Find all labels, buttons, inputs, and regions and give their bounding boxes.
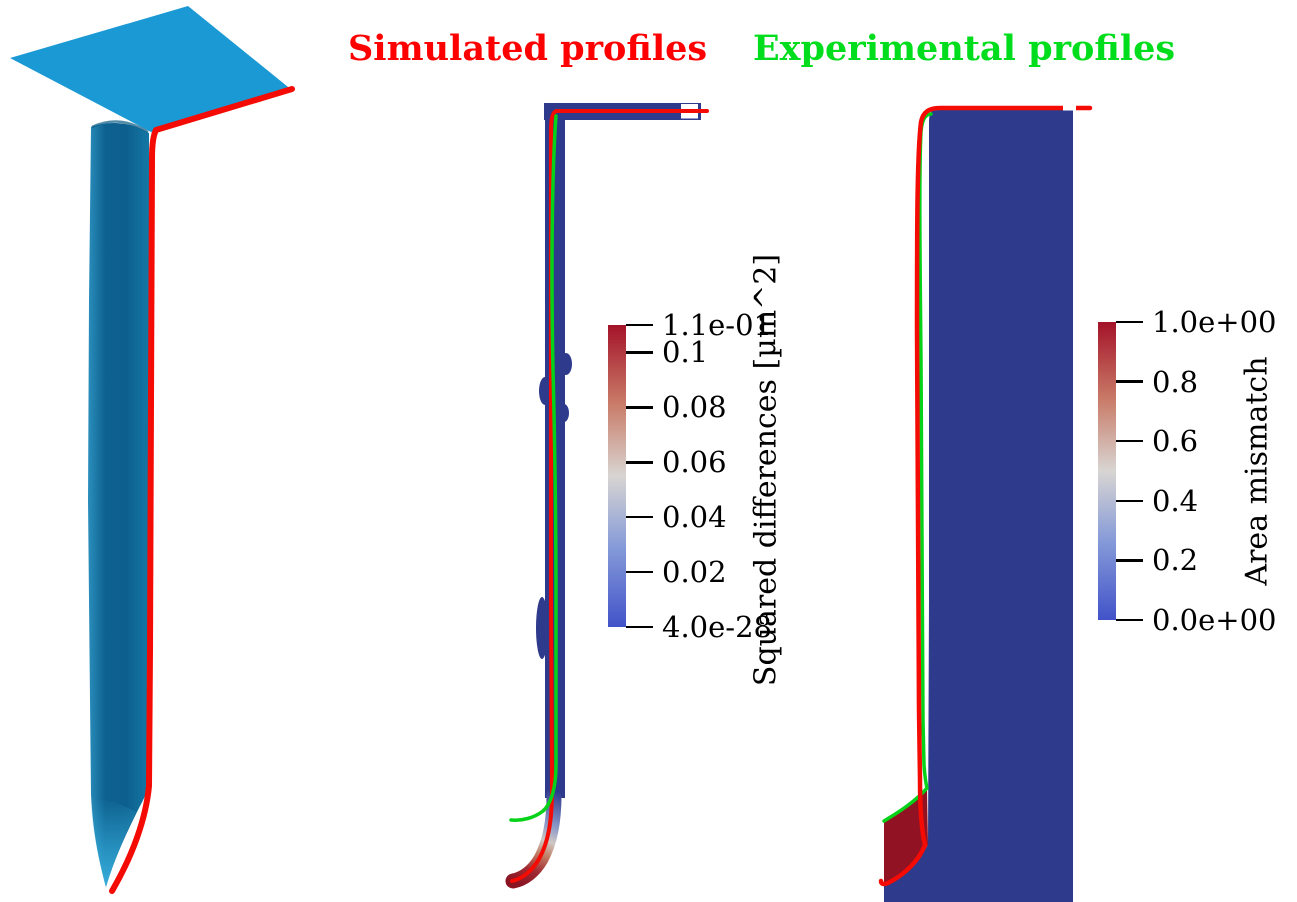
trench-pillar-tip	[90, 798, 136, 887]
colorbar-gradient	[608, 325, 626, 627]
colorbar-tick: 0.04	[626, 500, 727, 534]
colorbar-tick: 0.6	[1116, 424, 1198, 458]
tick-label: 0.08	[662, 390, 727, 425]
colorbar-tick: 1.0e+00	[1116, 305, 1276, 339]
colorbar-area-mismatch: 1.0e+00 0.8 0.6 0.4 0.2 0.0e+00	[1098, 305, 1276, 637]
colorbar-title-squared-differences: Squared differences [µm^2]	[748, 253, 784, 687]
colorbar-gradient	[1098, 322, 1116, 620]
sim-band-gap-upper	[681, 104, 698, 109]
colorbar-tick: 4.0e-28	[626, 610, 772, 644]
colorbar-title-area-mismatch: Area mismatch	[1239, 356, 1275, 586]
sim-band-bump	[539, 377, 551, 405]
sim-band-bump	[536, 597, 548, 659]
colorbar-tick: 0.08	[626, 390, 727, 424]
exp-red-profile-line	[878, 105, 1093, 887]
colorbar-tick-container: 1.0e+00 0.8 0.6 0.4 0.2 0.0e+00	[1116, 305, 1276, 637]
tick-mark	[626, 406, 653, 409]
tick-mark	[626, 323, 653, 327]
tick-mark	[1116, 380, 1143, 383]
colorbar-squared-differences: 1.1e-01 0.1 0.08 0.06 0.04 0.02 4.0e-28	[608, 308, 772, 644]
colorbar-tick: 0.0e+00	[1116, 603, 1276, 637]
tick-mark	[1116, 499, 1143, 503]
tick-mark	[626, 461, 653, 464]
colorbar-tick: 0.02	[626, 555, 727, 589]
colorbar-tick: 0.8	[1116, 365, 1198, 399]
title-experimental-profiles: Experimental profiles	[753, 28, 1176, 69]
tick-mark	[1116, 559, 1143, 562]
tick-label: 4.0e-28	[662, 610, 772, 644]
tick-label: 0.8	[1152, 364, 1199, 399]
tick-label: 0.1	[662, 335, 709, 370]
figure-experimental-profiles	[878, 104, 1093, 902]
tick-mark	[1116, 439, 1143, 443]
tick-label: 0.4	[1152, 483, 1199, 518]
sim-band-gap-lower	[681, 113, 698, 119]
tick-mark	[626, 351, 653, 354]
tick-label: 0.0e+00	[1152, 603, 1277, 637]
exp-mismatch-region	[884, 788, 928, 885]
tick-label: 1.0e+00	[1152, 305, 1277, 339]
tick-mark	[626, 570, 653, 574]
colorbar-tick-container: 1.1e-01 0.1 0.08 0.06 0.04 0.02 4.0e-28	[626, 308, 772, 644]
tick-mark	[1116, 618, 1143, 622]
tick-label: 1.1e-01	[662, 308, 772, 342]
sim-red-profile-line	[510, 109, 709, 883]
colorbar-tick: 0.1	[626, 335, 708, 369]
tick-mark	[626, 625, 653, 629]
exp-field-navy	[884, 110, 1073, 902]
sim-band-bump	[560, 353, 572, 375]
tick-label: 0.04	[662, 500, 727, 535]
trench-red-profile-cutline	[109, 86, 295, 894]
trench-mouth-ridge	[91, 120, 149, 134]
tick-label: 0.2	[1152, 543, 1199, 578]
tick-mark	[1116, 320, 1143, 324]
sim-band-bump	[559, 404, 569, 422]
figure-simulated-profiles	[505, 103, 709, 889]
exp-green-profile-line	[882, 112, 933, 823]
wafer-plate-surface	[10, 6, 293, 133]
tick-label: 0.06	[662, 445, 727, 480]
colorbar-tick: 0.4	[1116, 484, 1198, 518]
tick-label: 0.6	[1152, 424, 1199, 459]
sim-green-profile-line	[509, 114, 558, 822]
figure-3d-trench	[10, 6, 295, 894]
colorbar-tick: 0.2	[1116, 543, 1198, 577]
tick-label: 0.02	[662, 555, 727, 590]
title-simulated-profiles: Simulated profiles	[348, 28, 708, 69]
exp-red-line-gap	[1063, 104, 1076, 111]
colorbar-tick: 0.06	[626, 445, 727, 479]
colorbar-tick: 1.1e-01	[626, 308, 772, 342]
trench-pillar	[88, 123, 149, 887]
tick-mark	[626, 515, 653, 519]
